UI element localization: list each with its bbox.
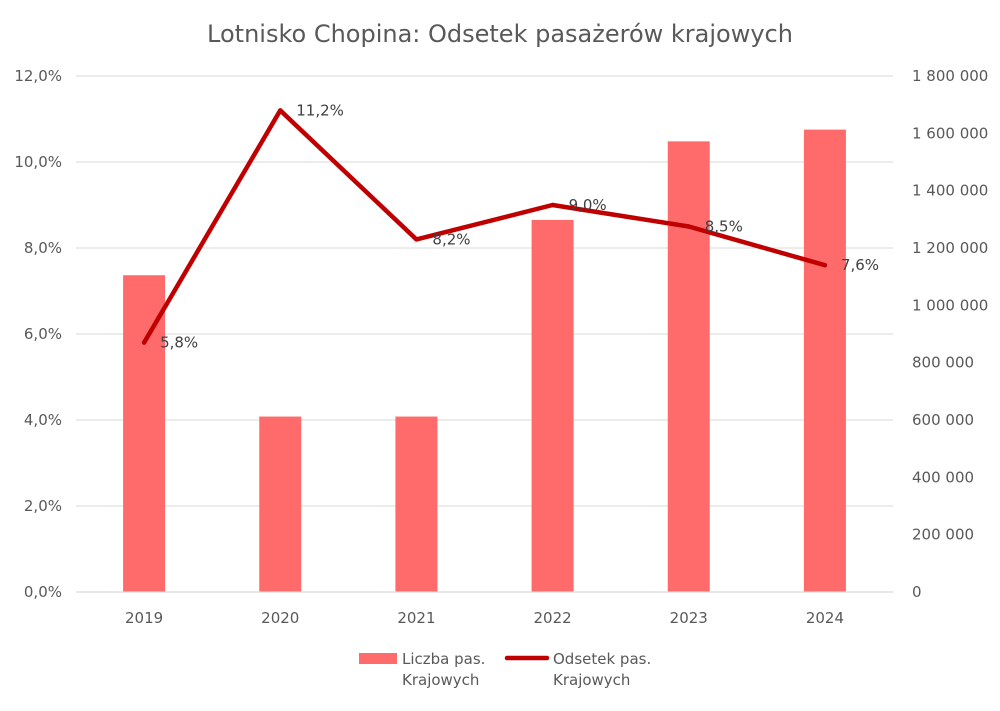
- y-right-tick-label: 800 000: [912, 354, 974, 372]
- y-right-tick-label: 200 000: [912, 526, 974, 544]
- line-point: [686, 224, 691, 229]
- data-label: 8,5%: [705, 218, 743, 236]
- bar: [531, 219, 574, 592]
- gridlines: [76, 75, 893, 507]
- x-tick-label: 2023: [670, 609, 708, 627]
- y-right-tick-label: 0: [912, 583, 922, 601]
- y-right-tick-label: 600 000: [912, 411, 974, 429]
- y-left-tick-label: 6,0%: [24, 325, 62, 343]
- x-tick-label: 2020: [261, 609, 299, 627]
- line-point: [141, 340, 147, 345]
- y-left-tick-label: 12,0%: [14, 67, 62, 85]
- x-tick-label: 2022: [533, 609, 571, 627]
- data-label: 8,2%: [432, 230, 470, 248]
- data-labels: 5,8% 11,2% 8,2% 9,0% 8,5% 7,6%: [160, 101, 879, 351]
- series-line: [141, 108, 828, 345]
- data-label: 9,0%: [569, 196, 607, 214]
- y-left-tick-label: 2,0%: [24, 497, 62, 515]
- bar: [667, 141, 710, 593]
- line-point: [278, 108, 283, 113]
- x-tick-label: 2019: [125, 609, 163, 627]
- line-point: [550, 202, 555, 208]
- legend: Liczba pas. Krajowych Odsetek pas. Krajowyc…: [359, 650, 651, 689]
- data-label: 5,8%: [160, 334, 198, 352]
- bar: [123, 275, 166, 592]
- bar: [803, 129, 846, 592]
- x-tick-label: 2021: [397, 609, 435, 627]
- x-tick-label: 2024: [806, 609, 844, 627]
- line-series: [141, 108, 828, 345]
- left-axis: 0,0% 2,0% 4,0% 6,0% 8,0% 10,0% 12,0%: [14, 67, 62, 601]
- legend-label: Krajowych: [402, 671, 479, 689]
- y-left-tick-label: 4,0%: [24, 411, 62, 429]
- legend-label: Krajowych: [553, 671, 630, 689]
- data-label: 7,6%: [841, 256, 879, 274]
- legend-label: Liczba pas.: [402, 650, 485, 668]
- line-point: [414, 237, 419, 242]
- line-point: [822, 263, 828, 268]
- y-right-tick-label: 1 200 000: [912, 239, 988, 257]
- right-axis: 0 200 000 400 000 600 000 800 000 1 000 000 1 …: [912, 67, 988, 601]
- bar-series: [123, 129, 846, 593]
- y-right-tick-label: 1 600 000: [912, 124, 988, 142]
- y-left-tick-label: 0,0%: [24, 583, 62, 601]
- y-right-tick-label: 1 000 000: [912, 296, 988, 314]
- y-right-tick-label: 1 800 000: [912, 67, 988, 85]
- y-left-tick-label: 8,0%: [24, 239, 62, 257]
- y-right-tick-label: 1 400 000: [912, 182, 988, 200]
- legend-swatch-bar: [359, 653, 397, 664]
- data-label: 11,2%: [296, 101, 344, 119]
- chart-title: Lotnisko Chopina: Odsetek pasażerów kraj…: [207, 20, 793, 48]
- y-left-tick-label: 10,0%: [14, 153, 62, 171]
- bar: [259, 416, 302, 592]
- y-right-tick-label: 400 000: [912, 468, 974, 486]
- bar: [395, 416, 438, 592]
- legend-label: Odsetek pas.: [553, 650, 651, 668]
- x-axis: 2019 2020 2021 2022 2023 2024: [76, 591, 893, 627]
